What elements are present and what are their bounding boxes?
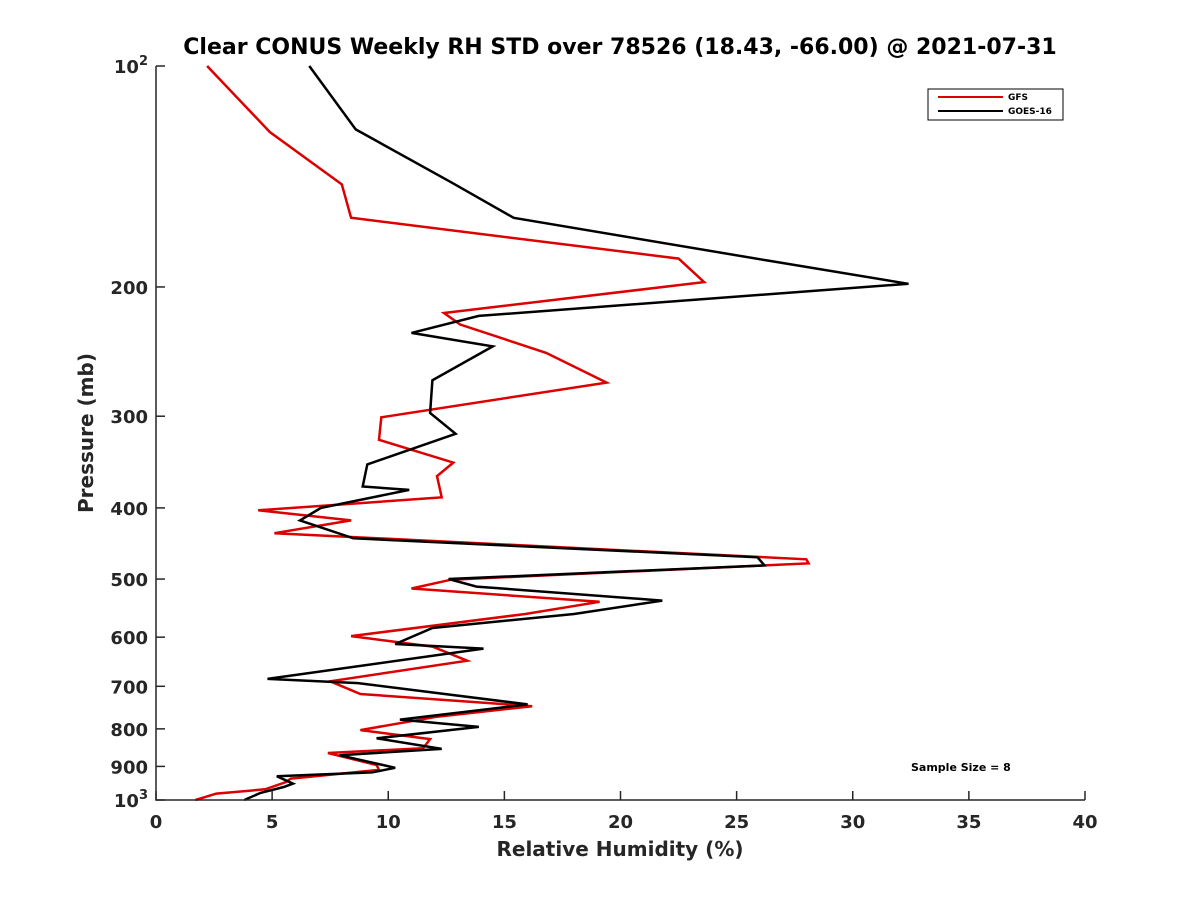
x-axis: 0 5 10 15 20 25 30 35 40 [150, 791, 1098, 833]
y-axis-label: Pressure (mb) [74, 353, 98, 513]
series-layer [195, 65, 909, 802]
sample-size-annotation: Sample Size = 8 [911, 761, 1011, 774]
x-tick-label: 0 [150, 812, 163, 833]
x-axis-label: Relative Humidity (%) [496, 837, 743, 861]
x-tick-label: 5 [266, 812, 279, 833]
x-tick-label: 15 [492, 812, 517, 833]
y-tick-label: 500 [110, 570, 148, 591]
x-tick-label: 30 [840, 812, 865, 833]
x-tick-label: 35 [956, 812, 981, 833]
y-tick-label: 800 [110, 720, 148, 741]
y-tick-label: 200 [110, 278, 148, 299]
y-tick-label: 103 [114, 788, 148, 812]
legend: GFS GOES-16 [927, 88, 1064, 121]
y-tick-label: 600 [110, 628, 148, 649]
y-tick-label: 700 [110, 677, 148, 698]
y-tick-label: 900 [110, 757, 148, 778]
legend-box [927, 88, 1064, 121]
x-tick-label: 25 [724, 812, 749, 833]
y-tick-label: 102 [114, 54, 148, 78]
chart-title: Clear CONUS Weekly RH STD over 78526 (18… [183, 35, 1056, 60]
x-tick-label: 20 [608, 812, 633, 833]
series-line-gfs [195, 65, 811, 802]
y-tick-label: 300 [110, 407, 148, 428]
x-tick-label: 10 [376, 812, 401, 833]
legend-label-goes16: GOES-16 [1008, 107, 1052, 117]
y-tick-label: 400 [110, 499, 148, 520]
x-tick-label: 40 [1072, 812, 1097, 833]
series-line-goes16 [243, 65, 909, 802]
legend-label-gfs: GFS [1008, 93, 1028, 103]
y-axis: 102 200 300 400 500 600 700 800 900 103 [110, 54, 165, 812]
